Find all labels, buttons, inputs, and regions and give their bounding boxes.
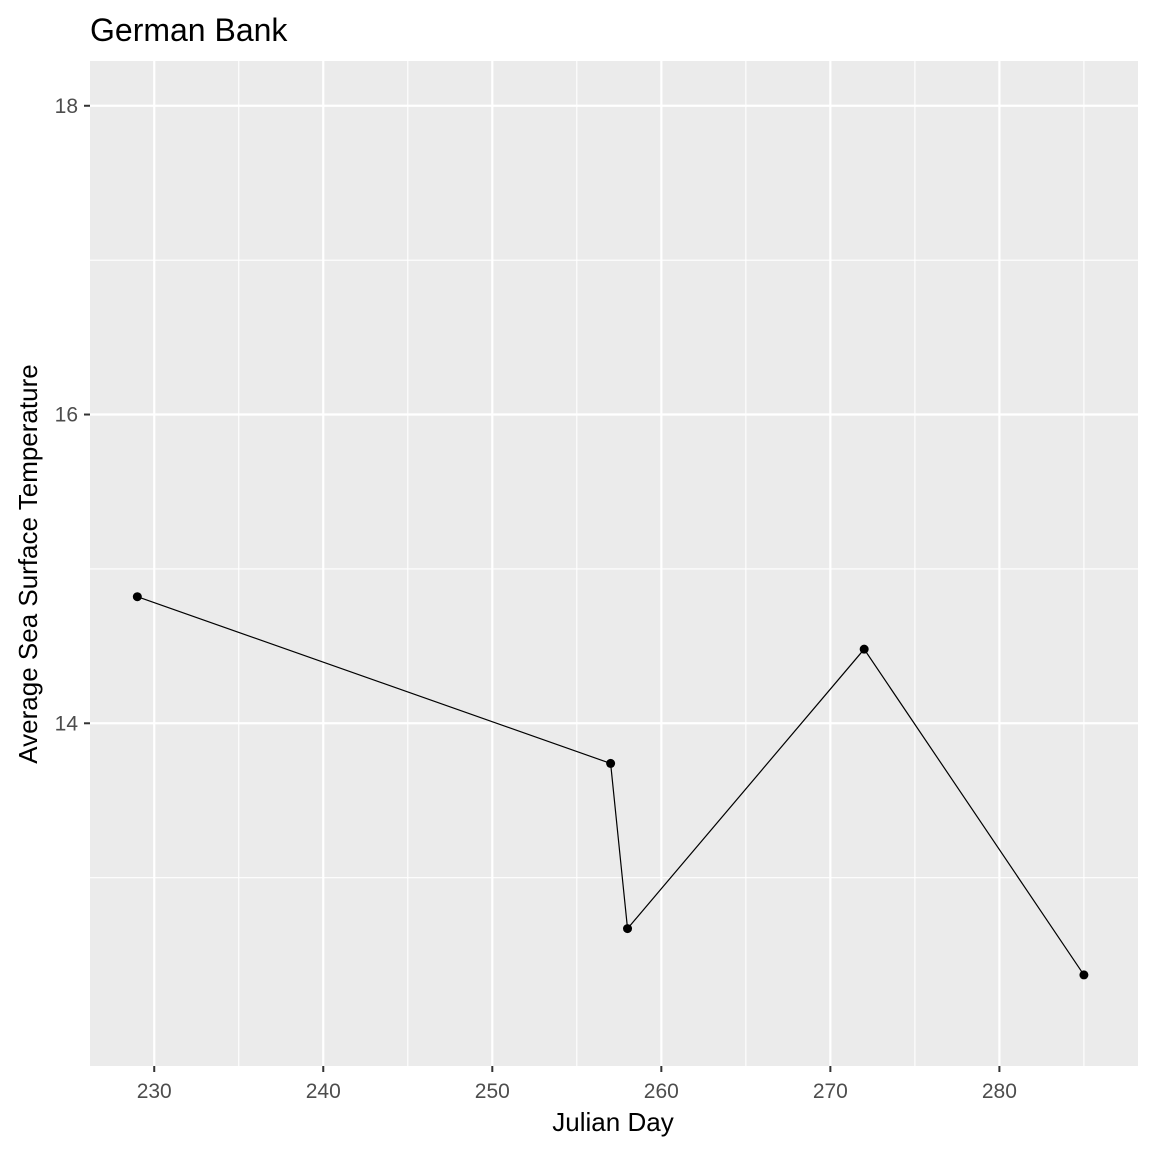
y-tick-label: 18: [55, 95, 78, 118]
minor-gridlines: [90, 61, 1138, 1066]
x-axis: 230 240 250 260 270 280: [137, 1066, 1017, 1103]
data-point: [859, 644, 869, 654]
x-tick-label: 230: [137, 1080, 172, 1103]
x-axis-title: Julian Day: [552, 1107, 673, 1137]
data-point: [623, 924, 633, 934]
data-point: [1079, 970, 1089, 980]
y-tick-label: 14: [55, 712, 79, 735]
y-axis-title: Average Sea Surface Temperature: [13, 364, 43, 763]
chart-title: German Bank: [90, 12, 288, 48]
x-tick-label: 250: [475, 1080, 510, 1103]
x-tick-label: 280: [982, 1080, 1017, 1103]
data-point: [606, 758, 616, 768]
x-tick-label: 270: [813, 1080, 848, 1103]
x-tick-label: 240: [306, 1080, 341, 1103]
y-axis: 14 16 18: [55, 95, 90, 735]
y-tick-label: 16: [55, 404, 78, 427]
x-tick-label: 260: [644, 1080, 679, 1103]
major-gridlines: [90, 61, 1138, 1066]
series-layer: [132, 592, 1089, 980]
plot-panel: [90, 61, 1138, 1066]
data-point: [132, 592, 142, 602]
